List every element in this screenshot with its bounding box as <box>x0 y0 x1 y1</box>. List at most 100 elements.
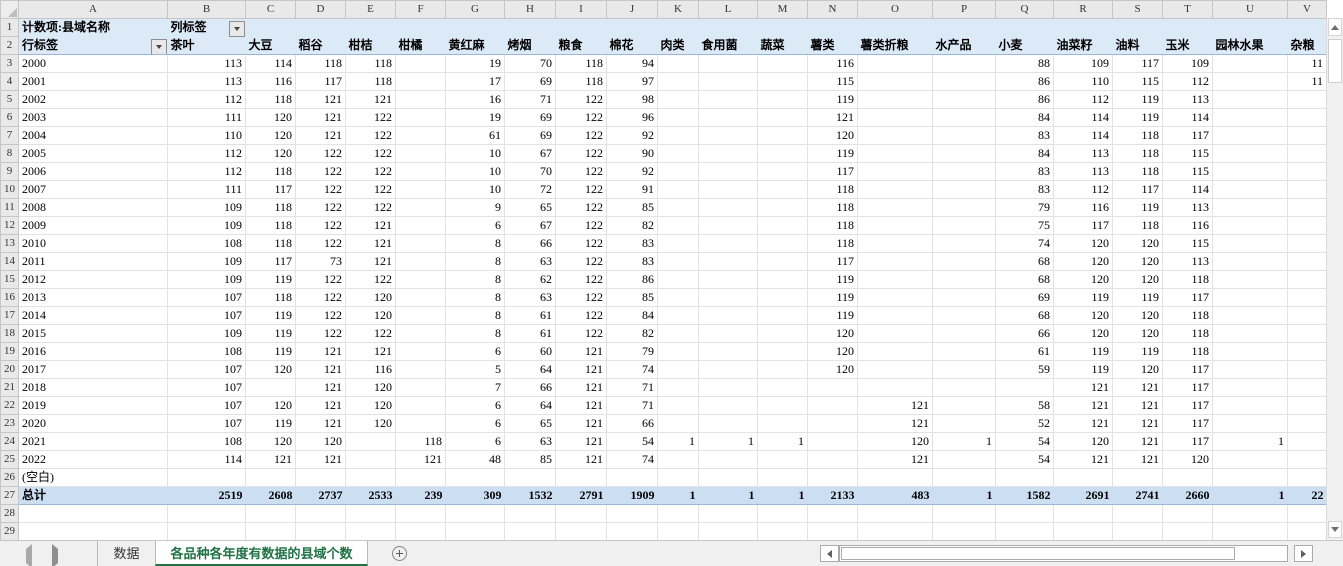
scroll-right-button[interactable] <box>1294 545 1313 562</box>
cell[interactable] <box>445 18 505 37</box>
row-number[interactable]: 14 <box>0 252 19 271</box>
cell[interactable] <box>1287 414 1327 433</box>
cell[interactable] <box>1287 468 1327 487</box>
row-label[interactable]: 2004 <box>18 126 168 145</box>
cell[interactable] <box>657 108 699 127</box>
cell[interactable] <box>504 468 556 487</box>
cell[interactable]: 107 <box>167 288 246 307</box>
cell[interactable]: 118 <box>1162 306 1213 325</box>
row-number[interactable]: 27 <box>0 486 19 505</box>
cell[interactable] <box>555 504 607 523</box>
cell[interactable] <box>932 306 996 325</box>
cell[interactable] <box>757 522 808 541</box>
cell[interactable]: 112 <box>167 144 246 163</box>
cell[interactable]: 118 <box>1112 144 1163 163</box>
cell[interactable] <box>1212 18 1288 37</box>
cell[interactable] <box>1162 468 1213 487</box>
cell[interactable] <box>657 18 699 37</box>
cell[interactable]: 122 <box>295 162 346 181</box>
col-letter-P[interactable]: P <box>932 0 996 19</box>
cell[interactable]: 107 <box>167 378 246 397</box>
row-number[interactable]: 6 <box>0 108 19 127</box>
cell[interactable] <box>757 378 808 397</box>
cell[interactable] <box>857 504 933 523</box>
cell[interactable]: 83 <box>606 234 658 253</box>
cell[interactable] <box>757 162 808 181</box>
cell[interactable] <box>995 18 1054 37</box>
cell[interactable]: 122 <box>345 180 396 199</box>
cell[interactable]: 118 <box>345 72 396 91</box>
cell[interactable]: 117 <box>1053 216 1113 235</box>
row-label[interactable]: 2006 <box>18 162 168 181</box>
cell[interactable]: 61 <box>445 126 505 145</box>
cell[interactable] <box>1212 72 1288 91</box>
cell[interactable] <box>657 234 699 253</box>
cell[interactable] <box>345 450 396 469</box>
col-letter-A[interactable]: A <box>18 0 168 19</box>
cell[interactable]: 121 <box>345 252 396 271</box>
cell[interactable]: 70 <box>504 162 556 181</box>
cell[interactable]: 8 <box>445 234 505 253</box>
col-letter-M[interactable]: M <box>757 0 808 19</box>
cell[interactable]: 6 <box>445 432 505 451</box>
cell[interactable] <box>698 234 758 253</box>
cell[interactable]: 122 <box>555 90 607 109</box>
cell[interactable] <box>1053 468 1113 487</box>
cell[interactable] <box>657 270 699 289</box>
cell[interactable]: 113 <box>1053 162 1113 181</box>
col-letter-E[interactable]: E <box>345 0 396 19</box>
cell[interactable] <box>698 468 758 487</box>
row-number[interactable]: 9 <box>0 162 19 181</box>
cell[interactable]: 122 <box>555 126 607 145</box>
cell[interactable]: 112 <box>167 90 246 109</box>
cell[interactable] <box>1212 288 1288 307</box>
cell[interactable]: 117 <box>1112 54 1163 73</box>
cell[interactable]: 119 <box>807 270 858 289</box>
cell[interactable] <box>555 522 607 541</box>
cell[interactable]: 82 <box>606 216 658 235</box>
col-letter-J[interactable]: J <box>606 0 658 19</box>
cell[interactable]: 92 <box>606 162 658 181</box>
cell[interactable] <box>932 522 996 541</box>
cell[interactable]: 121 <box>807 108 858 127</box>
cell[interactable] <box>1212 522 1288 541</box>
cell[interactable]: 121 <box>555 432 607 451</box>
cell[interactable] <box>757 342 808 361</box>
cell[interactable] <box>1112 522 1163 541</box>
cell[interactable]: 116 <box>245 72 296 91</box>
filter-dropdown-button[interactable] <box>228 21 245 37</box>
cell[interactable] <box>18 504 168 523</box>
cell[interactable]: 122 <box>555 306 607 325</box>
cell[interactable]: 120 <box>807 342 858 361</box>
col-letter-B[interactable]: B <box>167 0 246 19</box>
cell[interactable]: 119 <box>1112 288 1163 307</box>
cell[interactable]: 75 <box>995 216 1054 235</box>
cell[interactable] <box>857 54 933 73</box>
cell[interactable]: 118 <box>245 234 296 253</box>
cell[interactable]: 114 <box>1162 180 1213 199</box>
col-letter-L[interactable]: L <box>698 0 758 19</box>
cell[interactable] <box>1212 234 1288 253</box>
row-label[interactable]: 2005 <box>18 144 168 163</box>
pivot-column-header[interactable]: 玉米 <box>1162 36 1213 55</box>
cell[interactable] <box>1212 324 1288 343</box>
cell[interactable]: 66 <box>995 324 1054 343</box>
total-cell[interactable]: 483 <box>857 486 933 505</box>
cell[interactable] <box>657 126 699 145</box>
cell[interactable] <box>698 180 758 199</box>
cell[interactable]: 121 <box>1112 414 1163 433</box>
col-letter-O[interactable]: O <box>857 0 933 19</box>
cell[interactable] <box>1287 288 1327 307</box>
row-number[interactable]: 12 <box>0 216 19 235</box>
cell[interactable] <box>1162 522 1213 541</box>
cell[interactable]: 122 <box>555 198 607 217</box>
cell[interactable] <box>504 18 556 37</box>
cell[interactable] <box>606 18 658 37</box>
horizontal-scrollbar[interactable] <box>839 545 1288 562</box>
cell[interactable]: 9 <box>445 198 505 217</box>
pivot-column-header[interactable]: 蔬菜 <box>757 36 808 55</box>
cell[interactable]: 66 <box>504 378 556 397</box>
cell[interactable]: 121 <box>555 450 607 469</box>
cell[interactable] <box>932 288 996 307</box>
cell[interactable] <box>1212 126 1288 145</box>
